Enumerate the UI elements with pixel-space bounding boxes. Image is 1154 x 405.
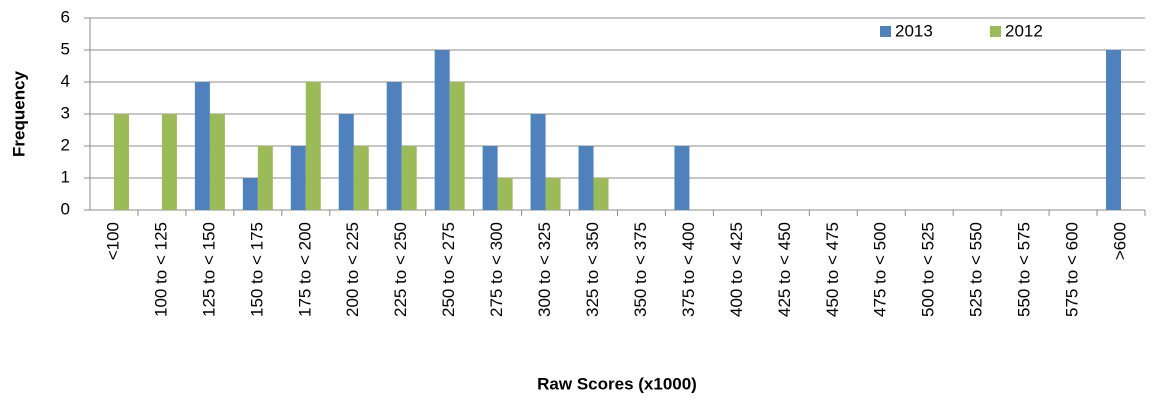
y-tick-label: 6 xyxy=(61,7,70,26)
bar xyxy=(161,114,177,210)
legend-label: 2012 xyxy=(1005,21,1043,40)
x-tick-label: 550 to < 575 xyxy=(1015,222,1034,317)
x-tick-label: 150 to < 175 xyxy=(247,222,266,317)
bar xyxy=(1106,50,1122,210)
bar xyxy=(674,146,690,210)
bar xyxy=(482,146,498,210)
bar xyxy=(593,178,609,210)
bar xyxy=(209,114,225,210)
bar xyxy=(449,82,465,210)
bar xyxy=(353,146,369,210)
y-tick-label: 2 xyxy=(61,135,70,154)
x-tick-label: 425 to < 450 xyxy=(775,222,794,317)
bar xyxy=(290,146,306,210)
bar xyxy=(497,178,513,210)
y-tick-label: 4 xyxy=(61,71,70,90)
x-tick-label: 125 to < 150 xyxy=(199,222,218,317)
x-tick-label: 225 to < 250 xyxy=(391,222,410,317)
y-tick-label: 0 xyxy=(61,199,70,218)
y-tick-label: 1 xyxy=(61,167,70,186)
x-tick-label: 250 to < 275 xyxy=(439,222,458,317)
bar xyxy=(257,146,273,210)
x-tick-label: 525 to < 550 xyxy=(967,222,986,317)
x-tick-label: 450 to < 475 xyxy=(823,222,842,317)
x-tick-label: 500 to < 525 xyxy=(919,222,938,317)
x-tick-label: 475 to < 500 xyxy=(871,222,890,317)
bar xyxy=(578,146,594,210)
x-tick-label: 400 to < 425 xyxy=(727,222,746,317)
legend-swatch xyxy=(990,26,1001,37)
x-tick-label: <100 xyxy=(103,222,122,260)
y-tick-label: 5 xyxy=(61,39,70,58)
bar xyxy=(113,114,129,210)
bar xyxy=(242,178,258,210)
x-tick-label: 275 to < 300 xyxy=(487,222,506,317)
bar xyxy=(434,50,450,210)
legend-swatch xyxy=(880,26,891,37)
x-tick-label: 100 to < 125 xyxy=(151,222,170,317)
x-axis-label: Raw Scores (x1000) xyxy=(537,374,697,393)
bar xyxy=(386,82,402,210)
legend-label: 2013 xyxy=(895,21,933,40)
bar xyxy=(338,114,354,210)
bar xyxy=(305,82,321,210)
x-tick-label: 325 to < 350 xyxy=(583,222,602,317)
x-tick-label: 575 to < 600 xyxy=(1063,222,1082,317)
bar xyxy=(545,178,561,210)
bar xyxy=(401,146,417,210)
y-tick-label: 3 xyxy=(61,103,70,122)
x-tick-label: >600 xyxy=(1111,222,1130,260)
y-axis-label: Frequency xyxy=(9,70,28,157)
x-tick-label: 375 to < 400 xyxy=(679,222,698,317)
x-tick-label: 200 to < 225 xyxy=(343,222,362,317)
x-tick-label: 300 to < 325 xyxy=(535,222,554,317)
x-tick-label: 350 to < 375 xyxy=(631,222,650,317)
bar xyxy=(194,82,210,210)
x-tick-label: 175 to < 200 xyxy=(295,222,314,317)
bar xyxy=(530,114,546,210)
